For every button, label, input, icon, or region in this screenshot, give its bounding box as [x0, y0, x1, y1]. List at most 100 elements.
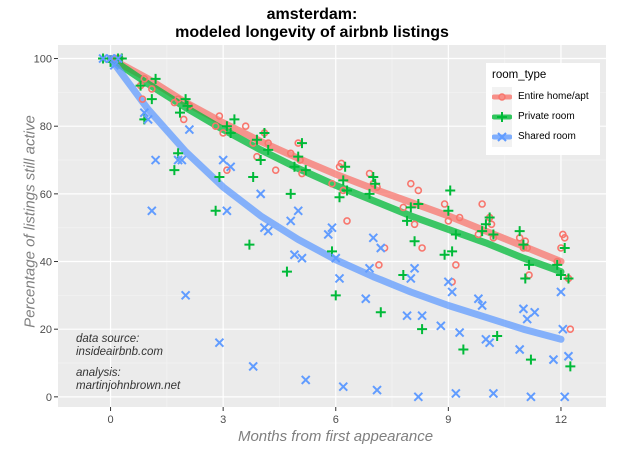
point-private	[480, 219, 491, 230]
point-shared	[105, 53, 116, 64]
point-shared	[255, 189, 266, 199]
chart-subtitle: modeled longevity of airbnb listings	[175, 24, 449, 41]
point-shared	[225, 162, 236, 172]
point-shared	[331, 253, 341, 263]
point-private	[364, 188, 375, 199]
point-private	[375, 307, 386, 318]
point-shared	[184, 124, 195, 135]
point-private	[210, 205, 221, 216]
point-shared	[417, 310, 427, 321]
point-shared	[563, 351, 574, 361]
point-shared	[109, 60, 120, 71]
point-shared	[484, 338, 495, 348]
x-tick-label: 12	[555, 414, 567, 426]
point-private	[169, 165, 180, 176]
point-private	[555, 270, 566, 281]
y-tick-label: 100	[34, 54, 52, 66]
point-private	[182, 100, 193, 111]
point-shared	[477, 300, 487, 311]
point-shared	[143, 114, 153, 125]
y-tick-label: 60	[40, 189, 52, 201]
point-private	[289, 161, 300, 172]
point-shared	[473, 294, 484, 304]
analysis-label: analysis:	[76, 367, 121, 379]
point-shared	[364, 263, 375, 273]
point-private	[413, 199, 424, 210]
data-points	[98, 53, 576, 402]
point-shared	[293, 206, 303, 216]
point-private	[518, 239, 529, 250]
point-private	[150, 73, 161, 84]
point-entire	[444, 217, 453, 225]
point-private	[174, 107, 185, 118]
chart-title: amsterdam:	[266, 6, 358, 23]
point-private	[285, 188, 296, 199]
point-shared	[443, 277, 454, 287]
point-private	[146, 94, 157, 105]
point-private	[135, 80, 146, 91]
point-shared	[447, 287, 457, 297]
point-entire	[211, 122, 220, 130]
point-entire	[375, 261, 383, 269]
point-private	[342, 185, 353, 196]
y-tick-label: 40	[40, 257, 52, 269]
point-private	[229, 114, 240, 125]
legend-item-entire: Entire home/apt	[492, 87, 598, 107]
point-shared	[297, 253, 307, 263]
point-shared	[558, 324, 568, 334]
point-shared	[529, 307, 540, 317]
point-shared	[402, 310, 412, 321]
x-tick-label: 9	[445, 414, 451, 426]
point-private	[439, 249, 450, 260]
point-shared	[301, 375, 311, 385]
curve-private	[107, 55, 565, 276]
analysis-value: martinjohnbrown.net	[76, 380, 181, 392]
point-private	[338, 175, 349, 186]
legend-key-entire	[492, 87, 512, 107]
legend-key-private	[492, 107, 512, 127]
point-private	[334, 192, 345, 203]
point-shared	[406, 273, 416, 284]
point-private	[405, 202, 416, 213]
point-private	[330, 290, 341, 301]
point-private	[255, 155, 266, 166]
data-source-label: data source:	[76, 333, 140, 345]
point-entire	[148, 85, 156, 93]
point-shared	[289, 250, 300, 260]
point-private	[492, 330, 503, 341]
point-private	[259, 127, 270, 138]
point-private	[524, 259, 535, 270]
y-axis-label: Percentage of listings still active	[21, 115, 39, 328]
point-shared	[522, 314, 532, 324]
point-private	[409, 236, 420, 247]
point-shared	[451, 388, 461, 399]
point-shared	[248, 361, 258, 372]
point-entire	[223, 166, 231, 174]
point-shared	[263, 226, 273, 236]
point-private	[477, 226, 488, 237]
point-shared	[334, 273, 345, 284]
point-shared	[147, 206, 157, 216]
point-private	[221, 121, 232, 132]
point-shared	[361, 294, 371, 304]
point-entire	[410, 220, 419, 229]
point-entire	[452, 261, 460, 269]
point-shared	[218, 155, 228, 165]
point-shared	[518, 304, 529, 314]
legend-label-shared: Shared room	[518, 131, 576, 142]
axis-ticks: 0 3 6 9 12 0 20 40 60 80 100	[34, 54, 567, 426]
legend-label-entire: Entire home/apt	[518, 91, 589, 102]
point-shared	[372, 385, 382, 395]
point-shared	[454, 327, 465, 338]
point-private	[458, 344, 469, 355]
point-shared	[113, 53, 123, 64]
y-tick-label: 80	[40, 121, 52, 133]
point-private	[514, 226, 525, 237]
point-private	[251, 134, 262, 145]
point-shared	[556, 287, 566, 297]
point-private	[552, 259, 563, 270]
x-axis-label: Months from first appearance	[237, 428, 434, 445]
point-shared	[368, 233, 378, 243]
point-entire	[418, 244, 426, 252]
legend-label-private: Private room	[518, 111, 575, 122]
